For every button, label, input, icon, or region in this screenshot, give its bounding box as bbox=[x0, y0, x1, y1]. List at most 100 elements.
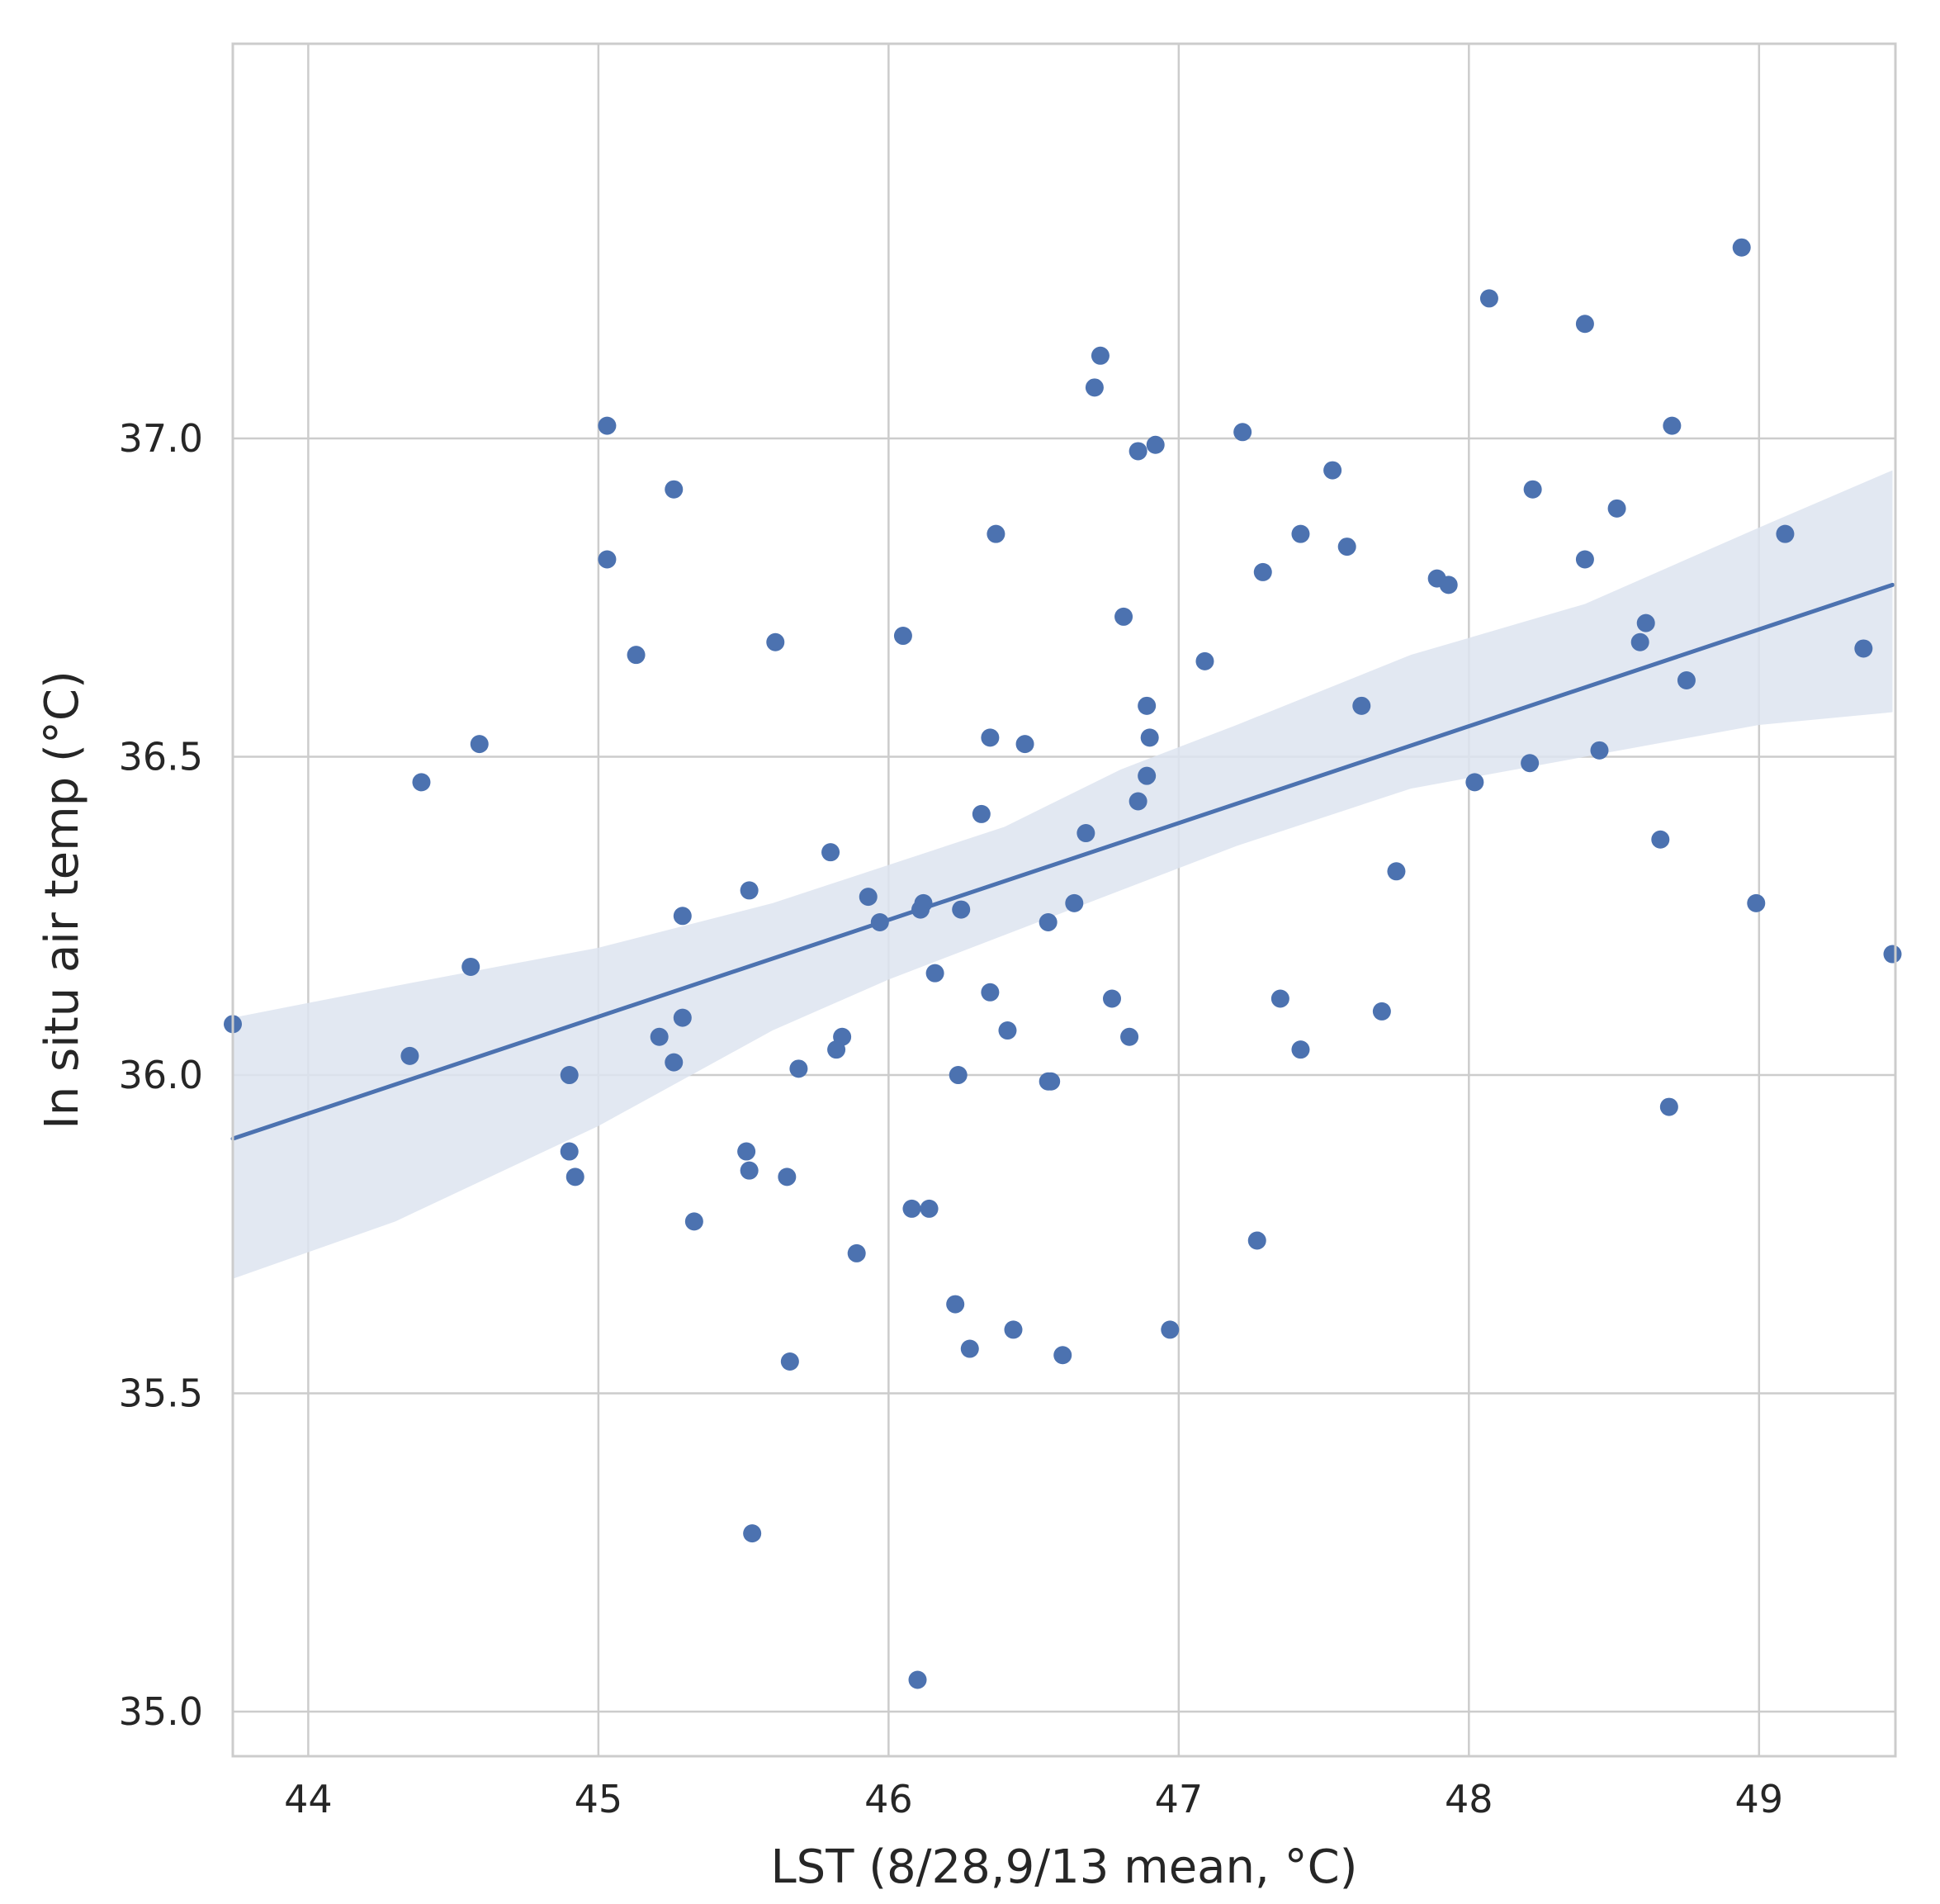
data-point bbox=[821, 843, 840, 862]
data-point bbox=[1042, 1072, 1061, 1091]
x-tick-label: 49 bbox=[1735, 1777, 1784, 1821]
data-point bbox=[1372, 1002, 1391, 1021]
confidence-band bbox=[233, 470, 1893, 1279]
data-point bbox=[1465, 773, 1484, 792]
data-point bbox=[665, 1053, 684, 1072]
data-point bbox=[870, 912, 889, 931]
data-point bbox=[946, 1295, 965, 1314]
scatter-points bbox=[224, 238, 1902, 1689]
data-point bbox=[565, 1168, 584, 1186]
data-point bbox=[1195, 651, 1214, 670]
data-point bbox=[1677, 671, 1696, 690]
data-point bbox=[1085, 378, 1104, 397]
data-point bbox=[893, 627, 912, 646]
data-point bbox=[1630, 632, 1649, 651]
y-tick-label: 37.0 bbox=[119, 416, 203, 461]
data-point bbox=[1015, 735, 1034, 754]
data-point bbox=[740, 881, 759, 900]
x-tick-label: 48 bbox=[1445, 1777, 1493, 1821]
data-point bbox=[952, 900, 971, 919]
data-point bbox=[1651, 830, 1670, 849]
data-point bbox=[1479, 289, 1498, 308]
data-point bbox=[1140, 728, 1159, 747]
data-point bbox=[833, 1027, 852, 1046]
data-point bbox=[1883, 945, 1902, 964]
data-point bbox=[981, 728, 1000, 747]
data-point bbox=[737, 1142, 756, 1161]
data-point bbox=[1253, 562, 1272, 581]
data-point bbox=[1247, 1231, 1266, 1250]
data-point bbox=[627, 646, 646, 665]
x-tick-label: 46 bbox=[864, 1777, 913, 1821]
regression-line-group bbox=[230, 582, 1895, 1141]
data-point bbox=[1161, 1320, 1180, 1339]
data-point bbox=[972, 804, 991, 823]
data-point bbox=[920, 1199, 939, 1218]
data-point bbox=[1659, 1097, 1678, 1116]
data-point bbox=[673, 907, 692, 926]
data-point bbox=[1076, 824, 1095, 843]
data-point bbox=[1004, 1320, 1023, 1339]
data-point bbox=[412, 773, 431, 792]
data-point bbox=[1146, 435, 1165, 454]
data-point bbox=[1039, 912, 1058, 931]
data-point bbox=[1636, 613, 1655, 632]
data-point bbox=[949, 1066, 968, 1085]
y-axis-label: In situ air temp (°C) bbox=[35, 670, 89, 1130]
data-point bbox=[987, 524, 1005, 543]
data-point bbox=[1776, 524, 1795, 543]
data-point bbox=[560, 1142, 579, 1161]
plot-frame bbox=[231, 42, 1897, 1758]
data-point bbox=[684, 1212, 703, 1231]
data-point bbox=[1065, 893, 1084, 912]
data-point bbox=[650, 1027, 669, 1046]
data-point bbox=[1352, 696, 1371, 715]
regression-line bbox=[230, 582, 1895, 1141]
data-point bbox=[778, 1168, 797, 1186]
data-point bbox=[598, 416, 617, 435]
data-point bbox=[740, 1161, 759, 1180]
data-point bbox=[1732, 238, 1751, 257]
data-point bbox=[400, 1046, 419, 1065]
data-point bbox=[1291, 524, 1310, 543]
data-point bbox=[665, 480, 684, 499]
data-point bbox=[743, 1524, 762, 1543]
data-point bbox=[1323, 461, 1342, 480]
data-point bbox=[1575, 550, 1594, 569]
data-point bbox=[1607, 499, 1626, 518]
x-tick-label: 44 bbox=[284, 1777, 333, 1821]
data-point bbox=[847, 1243, 866, 1262]
data-point bbox=[1129, 792, 1147, 811]
data-point bbox=[1120, 1027, 1139, 1046]
data-point bbox=[1439, 575, 1458, 594]
data-point bbox=[461, 957, 480, 976]
data-point bbox=[470, 735, 489, 754]
y-tick-label: 36.5 bbox=[119, 735, 203, 779]
data-point bbox=[1102, 989, 1121, 1008]
data-point bbox=[1747, 893, 1766, 912]
data-point bbox=[1663, 416, 1682, 435]
data-point bbox=[1387, 862, 1406, 881]
data-point bbox=[1129, 442, 1147, 461]
x-tick-labels: 44 45 46 47 48 49 bbox=[284, 1777, 1783, 1821]
data-point bbox=[1138, 696, 1157, 715]
data-point bbox=[1590, 741, 1609, 760]
y-tick-labels: 35.0 35.5 36.0 36.5 37.0 bbox=[119, 416, 203, 1734]
data-point bbox=[598, 550, 617, 569]
y-tick-label: 35.0 bbox=[119, 1689, 203, 1734]
data-point bbox=[1575, 315, 1594, 334]
data-point bbox=[673, 1008, 692, 1027]
data-point bbox=[908, 1670, 927, 1689]
data-point bbox=[1521, 754, 1540, 773]
data-point bbox=[1337, 538, 1356, 557]
data-point bbox=[1233, 423, 1252, 442]
data-point bbox=[1270, 989, 1289, 1008]
data-point bbox=[1523, 480, 1542, 499]
data-point bbox=[1114, 607, 1133, 626]
data-point bbox=[1854, 639, 1873, 658]
data-point bbox=[766, 632, 785, 651]
data-point bbox=[902, 1199, 921, 1218]
data-point bbox=[998, 1021, 1017, 1040]
